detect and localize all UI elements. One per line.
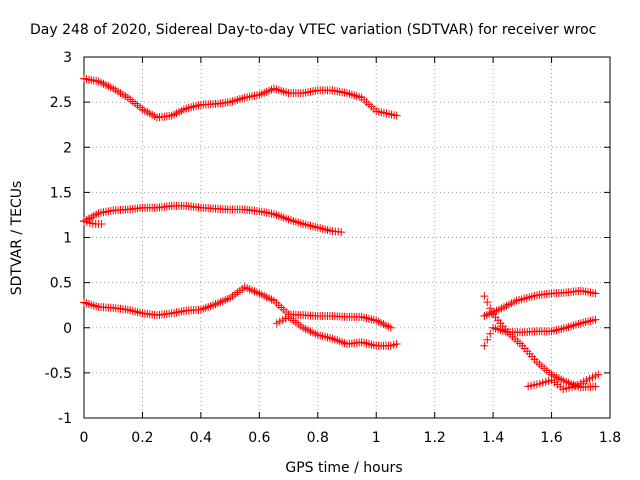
data-point (483, 298, 492, 307)
y-tick-label: 3 (63, 50, 72, 66)
y-tick-label: 0.5 (50, 276, 72, 292)
x-tick-label: 1.8 (599, 430, 621, 446)
data-point (392, 111, 401, 120)
x-tick-label: 1 (372, 430, 381, 446)
data-point (480, 341, 489, 350)
data-point (591, 382, 600, 391)
x-tick-label: 1.2 (424, 430, 446, 446)
chart-title: Day 248 of 2020, Sidereal Day-to-day VTE… (30, 22, 596, 38)
plot-border (83, 56, 611, 419)
x-tick-label: 1.4 (482, 430, 504, 446)
series-sat-2 (80, 201, 346, 237)
series-sat-9 (524, 370, 603, 394)
x-tick-label: 1.6 (540, 430, 562, 446)
x-axis-label: GPS time / hours (285, 460, 402, 476)
data-point (337, 228, 346, 237)
data-point (97, 219, 106, 228)
data-point (594, 370, 603, 379)
y-tick-label: 1 (63, 231, 72, 247)
series-sat-4 (80, 283, 395, 332)
series-sat-3 (80, 217, 106, 228)
data-point (483, 335, 492, 344)
axes: 0 0.2 0.4 0.6 0.8 1 1.2 1.4 1.6 1.8 -1 -0.5 0 0.5 1 1.5… (45, 50, 621, 446)
series-sat-1 (80, 74, 401, 122)
data-point (392, 339, 401, 348)
y-tick-label: 0 (63, 321, 72, 337)
data-point (486, 329, 495, 338)
data-point (591, 315, 600, 324)
data-point (386, 323, 395, 332)
data-point (480, 292, 489, 301)
x-tick-label: 0.4 (190, 430, 212, 446)
y-tick-label: 2 (63, 140, 72, 156)
data-point (591, 289, 600, 298)
y-tick-label: -0.5 (45, 366, 72, 382)
grid (84, 57, 610, 418)
data-points (80, 74, 603, 394)
x-tick-label: 0.8 (307, 430, 329, 446)
x-tick-label: 0.2 (131, 430, 153, 446)
y-tick-label: -1 (58, 411, 72, 427)
y-axis-label: SDTVAR / TECUs (9, 181, 25, 296)
x-tick-label: 0 (80, 430, 89, 446)
x-tick-label: 0.6 (248, 430, 270, 446)
y-tick-label: 1.5 (50, 185, 72, 201)
series-sat-5 (272, 312, 401, 350)
y-tick-label: 2.5 (50, 95, 72, 111)
series-sat-7 (480, 286, 600, 321)
series-sat-8 (480, 315, 600, 350)
data-point (486, 304, 495, 313)
